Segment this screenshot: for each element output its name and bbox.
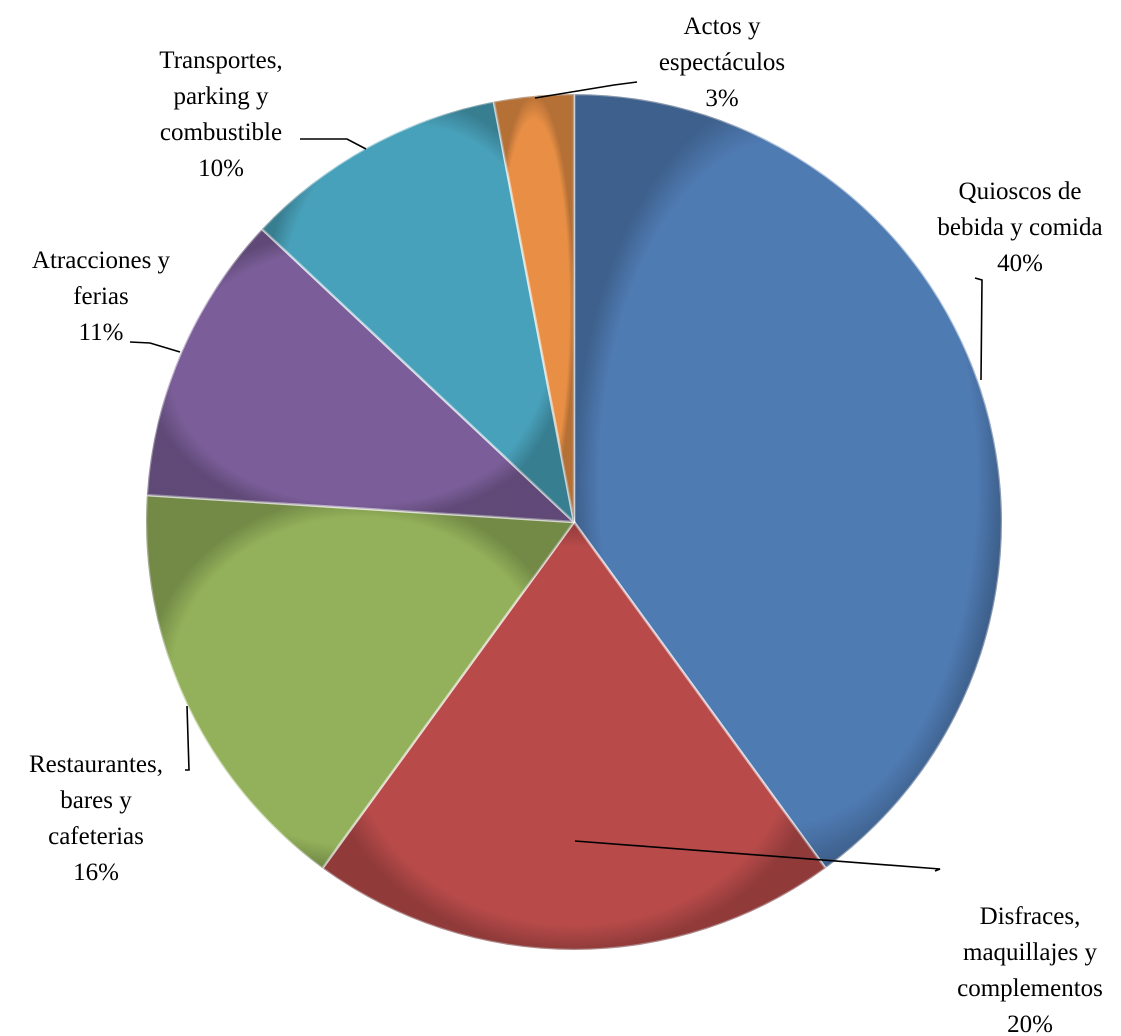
leader-line-quioscos-de-bebida-y-comida [974, 277, 983, 381]
data-label-disfraces-maquillajes-y-complementos: Disfraces, maquillajes y complementos 20% [957, 903, 1103, 1036]
data-label-line: Restaurantes, [29, 751, 163, 778]
leader-line-transportes-parking-y-combustible [300, 138, 367, 150]
data-label-line: bares y [60, 787, 132, 814]
data-label-line: 20% [1007, 1011, 1053, 1036]
leader-line-restaurantes-bares-y-cafeterias [185, 705, 190, 771]
leader-line-atracciones-y-ferias [129, 341, 181, 353]
data-label-line: Quioscos de [959, 178, 1082, 205]
data-label-line: combustible [160, 119, 282, 146]
label-leader-lines [129, 81, 983, 872]
data-label-line: Atracciones y [32, 247, 171, 274]
data-label-line: complementos [957, 975, 1103, 1002]
data-label-line: 11% [79, 319, 124, 346]
pie-slices [144, 92, 1004, 952]
data-label-line: 40% [997, 250, 1043, 277]
data-label-line: 3% [705, 85, 738, 112]
data-label-line: Actos y [683, 13, 761, 40]
data-label-line: 10% [198, 155, 244, 182]
data-label-line: cafeterias [48, 823, 144, 850]
data-label-actos-y-espectaculos: Actos y espectáculos 3% [659, 13, 785, 112]
leader-line-disfraces-maquillajes-y-complementos [574, 840, 941, 872]
data-label-line: ferias [73, 283, 129, 310]
data-label-atracciones-y-ferias: Atracciones y ferias 11% [32, 247, 171, 346]
data-label-transportes-parking-y-combustible: Transportes, parking y combustible 10% [159, 47, 282, 182]
data-label-line: espectáculos [659, 49, 785, 76]
data-label-line: bebida y comida [937, 214, 1102, 241]
data-label-line: maquillajes y [963, 939, 1097, 966]
data-labels: Quioscos de bebida y comida 40% Disfraces, m… [29, 13, 1103, 1036]
data-label-line: 16% [73, 859, 119, 886]
data-label-line: parking y [173, 83, 269, 110]
data-label-quioscos-de-bebida-y-comida: Quioscos de bebida y comida 40% [937, 178, 1102, 277]
data-label-restaurantes-bares-y-cafeterias: Restaurantes, bares y cafeterias 16% [29, 751, 163, 886]
data-label-line: Disfraces, [980, 903, 1081, 930]
leader-line-actos-y-espectaculos [534, 81, 638, 99]
data-label-line: Transportes, [159, 47, 282, 74]
